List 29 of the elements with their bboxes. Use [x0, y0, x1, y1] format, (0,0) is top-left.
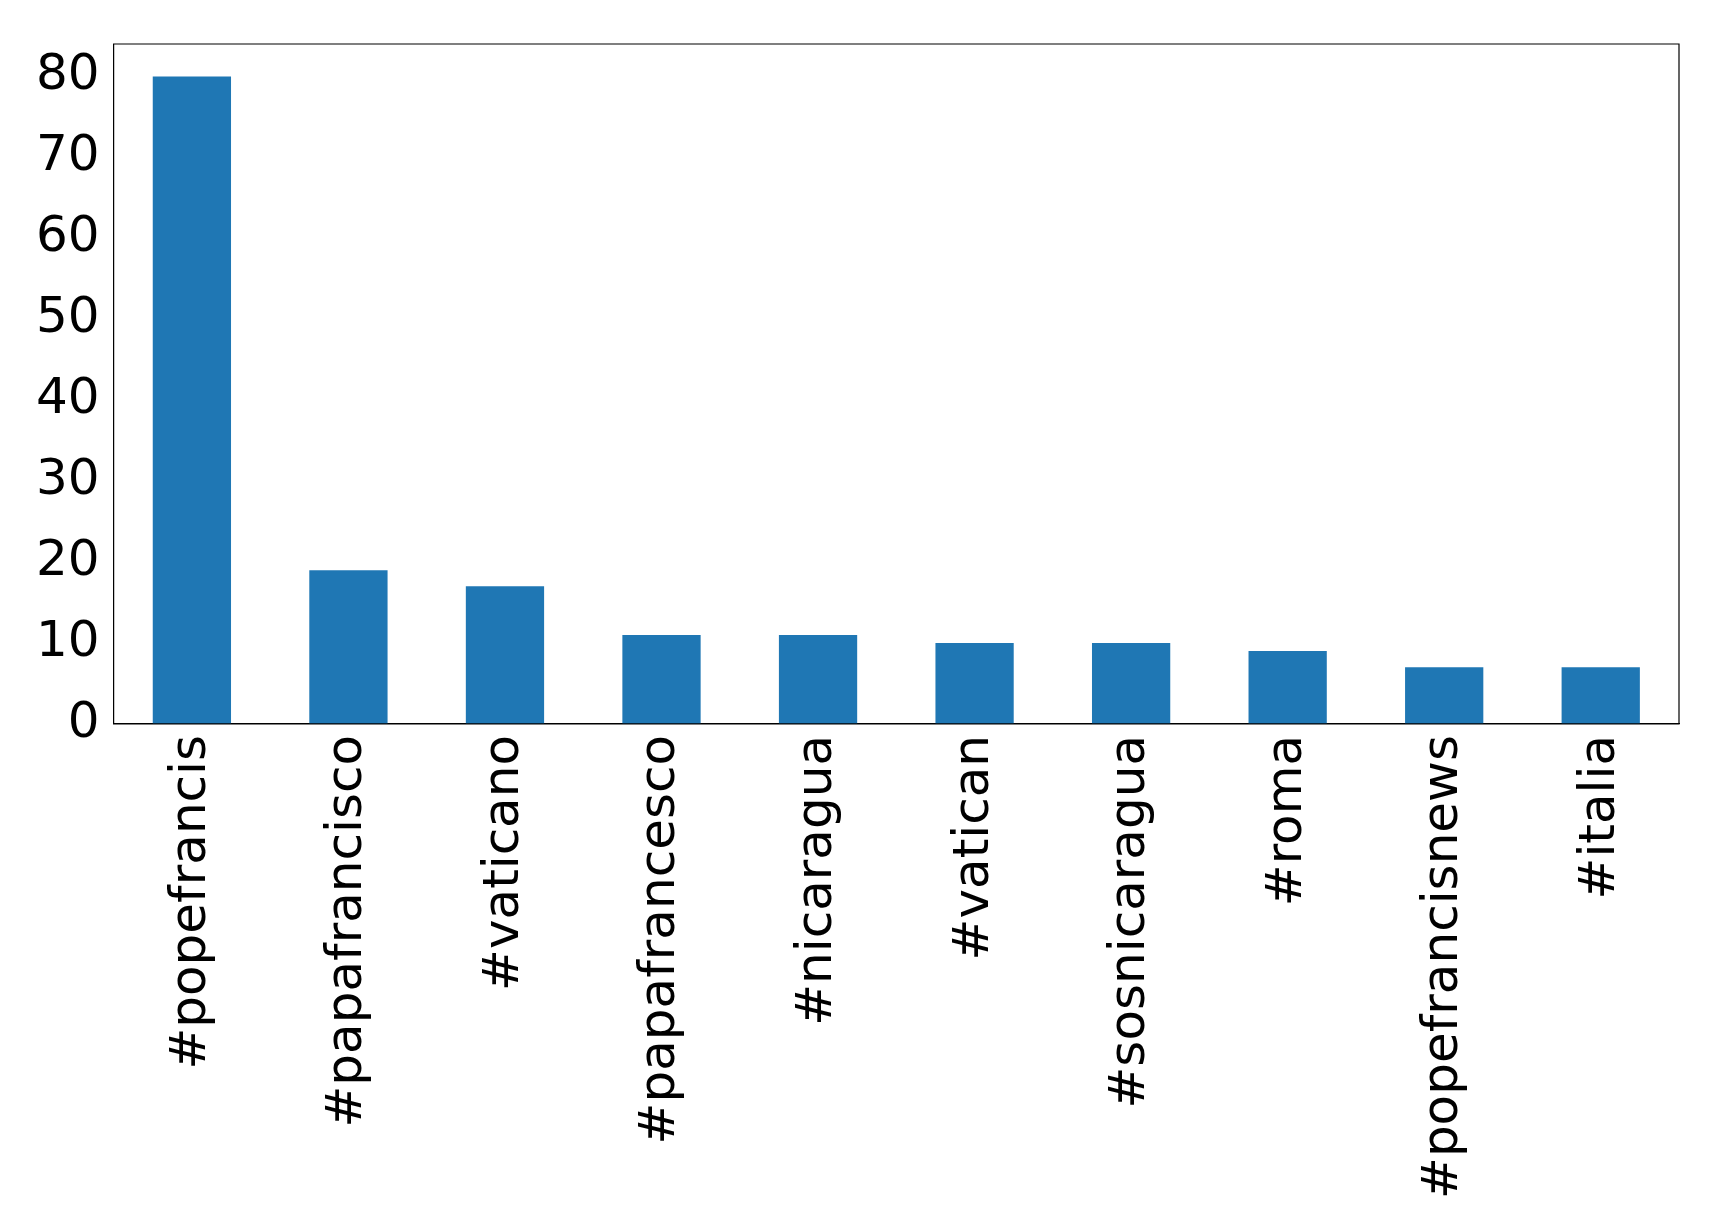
- x-tick-label: #vatican: [941, 734, 1000, 961]
- x-tick-label: #papafrancesco: [628, 734, 687, 1145]
- x-tick-label: #italia: [1567, 734, 1626, 900]
- x-tick-label: #roma: [1254, 734, 1313, 907]
- bar: [1561, 667, 1640, 724]
- x-tick-label: #popefrancisnews: [1411, 734, 1470, 1200]
- y-tick-label: 20: [36, 529, 100, 588]
- bar: [935, 643, 1014, 724]
- bar: [152, 76, 232, 724]
- y-tick-label: 70: [36, 124, 100, 183]
- bar: [1405, 667, 1484, 724]
- x-tick-label: #vaticano: [471, 734, 530, 991]
- x-tick-label: #papafrancisco: [315, 734, 374, 1128]
- x-tick-label: #nicaragua: [785, 734, 844, 1026]
- x-tick-label: #sosnicaragua: [1098, 734, 1157, 1109]
- bar: [465, 586, 545, 724]
- bar: [1091, 643, 1171, 724]
- y-tick-label: 30: [36, 448, 100, 507]
- bar: [622, 634, 701, 724]
- y-tick-label: 10: [36, 610, 100, 668]
- bar: [309, 570, 388, 724]
- y-tick-label: 60: [36, 205, 100, 264]
- y-tick-label: 0: [67, 690, 100, 749]
- x-tick-label: #popefrancis: [158, 734, 217, 1070]
- y-tick-label: 40: [36, 367, 100, 426]
- bar: [1248, 651, 1327, 724]
- y-tick-label: 80: [36, 43, 100, 102]
- bar: [778, 634, 858, 724]
- y-tick-label: 50: [36, 286, 100, 345]
